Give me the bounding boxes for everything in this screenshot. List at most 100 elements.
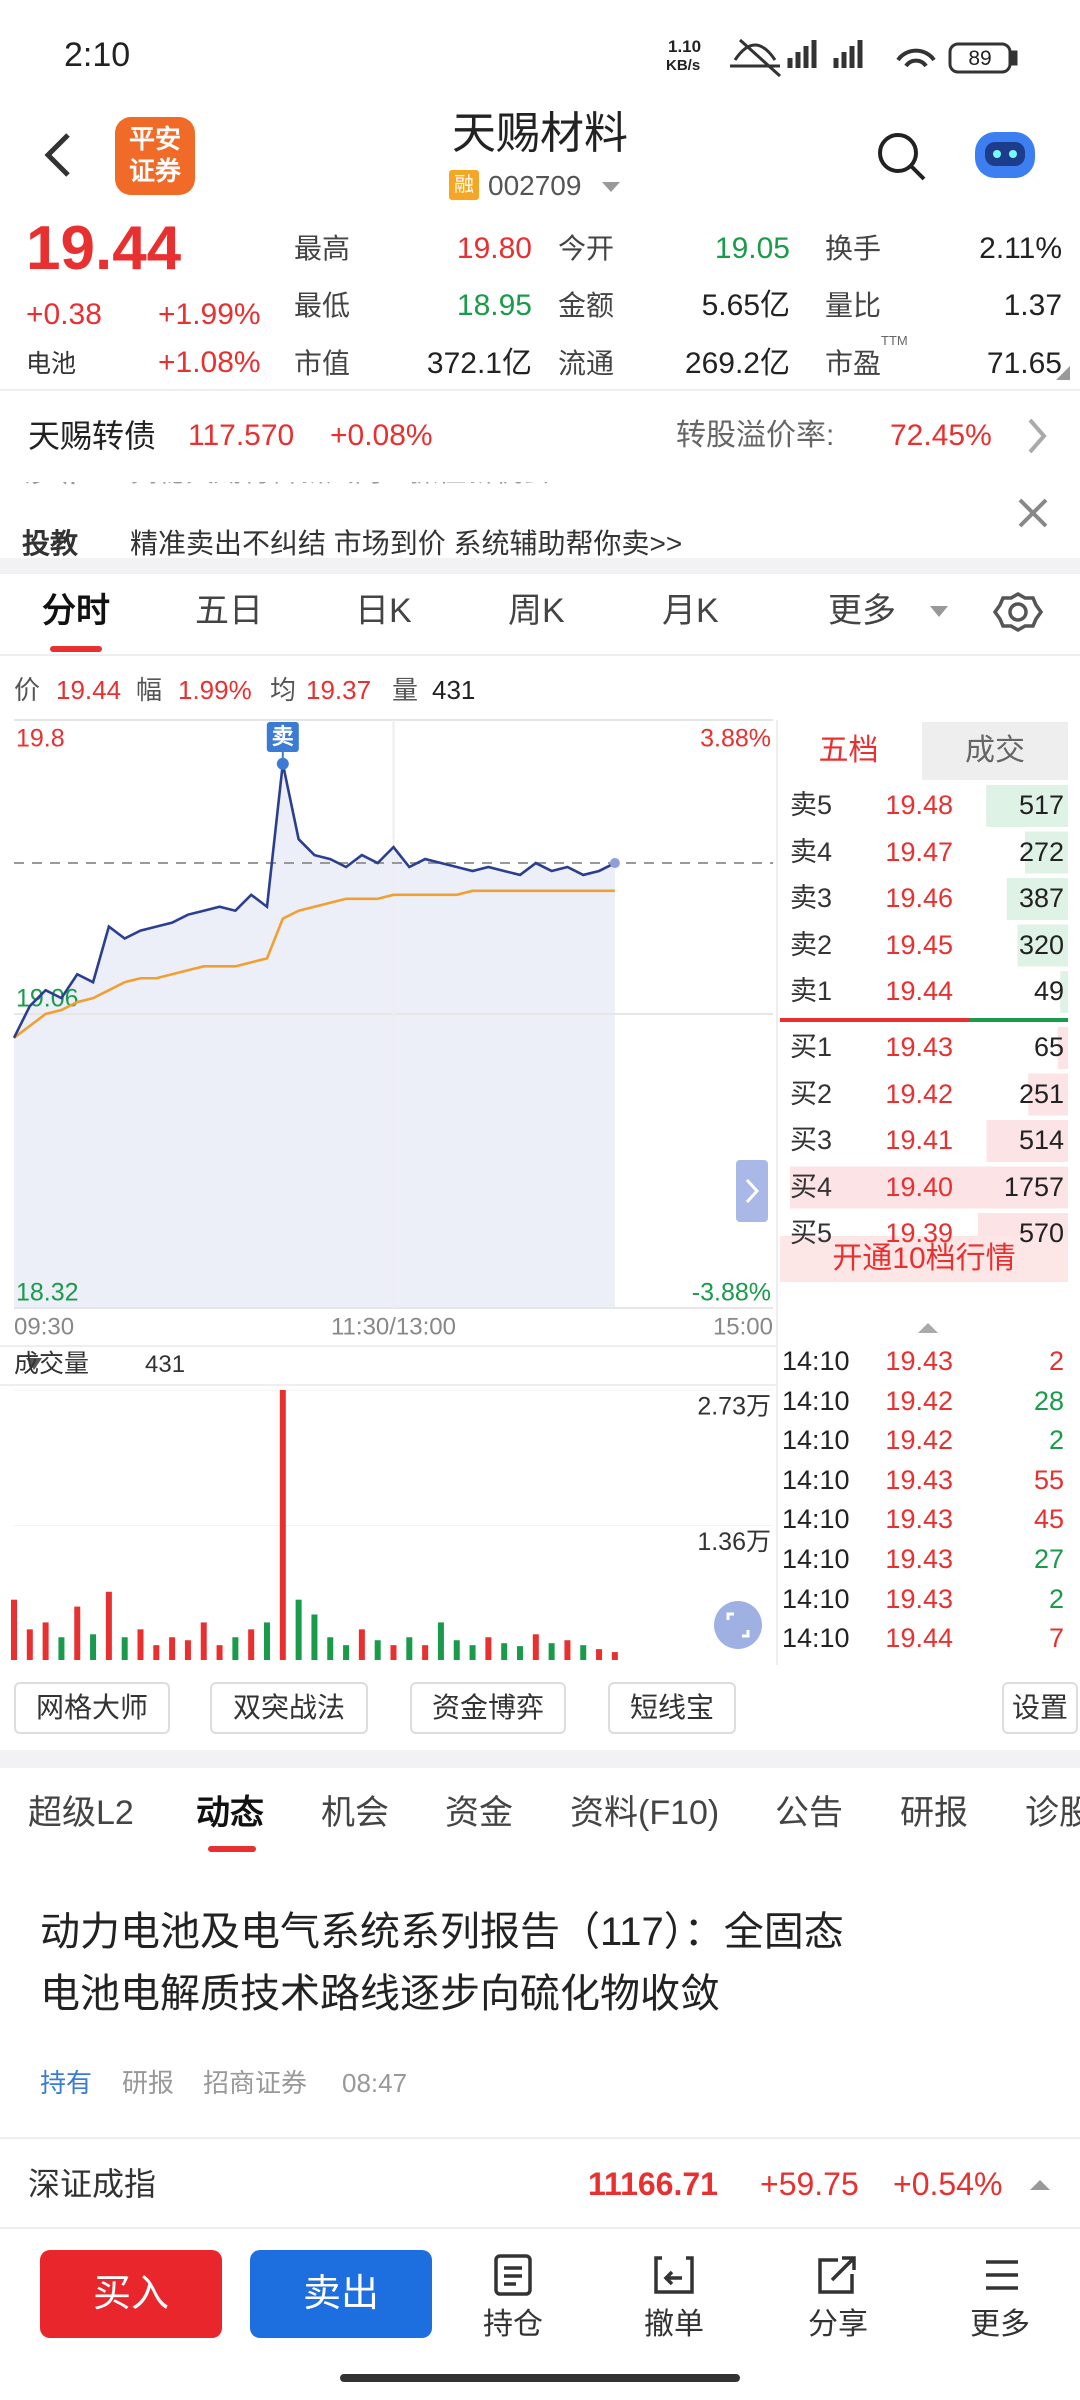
- fullscreen-button[interactable]: [714, 1601, 762, 1649]
- stat-value: 1.37: [1003, 289, 1062, 322]
- chart-tab[interactable]: 周K: [508, 592, 565, 630]
- trade-price: 19.42: [885, 1425, 953, 1456]
- content-tab[interactable]: 机会: [321, 1794, 389, 1832]
- settings-button[interactable]: 设置: [1002, 1682, 1078, 1734]
- home-indicator: [340, 2374, 740, 2382]
- tool-button[interactable]: 短线宝: [608, 1682, 736, 1734]
- news-source: 招商证券: [203, 2068, 308, 2098]
- order-price: 19.45: [885, 929, 953, 960]
- order-label: 买4: [790, 1171, 833, 1202]
- order-tab[interactable]: 成交: [965, 734, 1025, 767]
- volume-bar: [580, 1645, 587, 1660]
- bond-chevron[interactable]: [1028, 418, 1047, 454]
- chart-tab[interactable]: 分时: [42, 592, 110, 630]
- trade-volume: 27: [1033, 1544, 1064, 1574]
- content-tab[interactable]: 动态: [196, 1794, 264, 1832]
- signal-icon: [833, 40, 863, 68]
- price-line: [12, 763, 616, 1039]
- upgrade-text[interactable]: 开通10档行情: [832, 1242, 1016, 1275]
- tool-button[interactable]: 资金博弈: [410, 1682, 566, 1734]
- news-title[interactable]: 电池电解质技术路线逐步向硫化物收敛: [40, 1972, 720, 2016]
- depth-bar: [1028, 1073, 1068, 1116]
- x-tick-label: 09:30: [14, 1313, 74, 1340]
- news-ticker[interactable]: 诊断 揭秘天赐材料新风向：抓住新机会！ 投教 精准卖出不纠结 市场到价 系统辅助帮你卖…: [0, 482, 1000, 558]
- order-label: 买5: [790, 1218, 833, 1248]
- volume-bar: [121, 1637, 128, 1660]
- fullscreen-icon: [726, 1612, 750, 1638]
- info-label: 均: [270, 675, 297, 705]
- info-label: 价: [14, 675, 41, 705]
- news-title[interactable]: 动力电池及电气系统系列报告（117）：全固态: [40, 1910, 844, 1954]
- chart-tab[interactable]: 更多: [828, 592, 896, 630]
- cancel-icon[interactable]: [654, 2256, 694, 2294]
- chart-tab[interactable]: 五日: [195, 592, 263, 630]
- chart-settings[interactable]: [992, 591, 1044, 633]
- order-tab[interactable]: 五档: [818, 734, 879, 767]
- status-icons: [730, 38, 1018, 78]
- order-volume: 251: [1018, 1078, 1064, 1109]
- trade-price: 19.43: [885, 1346, 953, 1376]
- content-tab[interactable]: 研报: [900, 1794, 968, 1832]
- buy-label[interactable]: 买入: [92, 2273, 169, 2315]
- trade-time: 14:10: [782, 1544, 850, 1574]
- order-price: 19.41: [885, 1125, 953, 1155]
- trade-volume: 45: [1033, 1504, 1064, 1535]
- action-label[interactable]: 撤单: [644, 2308, 704, 2341]
- volume-bar: [137, 1629, 144, 1660]
- back-button[interactable]: [44, 133, 70, 177]
- logo-text: 平安: [128, 124, 181, 154]
- action-label[interactable]: 更多: [970, 2308, 1030, 2341]
- stat-value: 269.2亿: [684, 347, 790, 380]
- action-label[interactable]: 分享: [808, 2308, 868, 2341]
- share-icon[interactable]: [818, 2256, 856, 2294]
- content-tab[interactable]: 公告: [775, 1794, 843, 1832]
- volume-dropdown[interactable]: [26, 1358, 42, 1370]
- search-button[interactable]: [878, 133, 926, 181]
- assistant-robot[interactable]: [975, 132, 1035, 178]
- mute-icon: [730, 38, 782, 78]
- volume-bar: [532, 1634, 539, 1660]
- volume-bar: [248, 1629, 255, 1660]
- active-tab-indicator: [208, 1846, 256, 1852]
- trades-collapse[interactable]: [918, 1323, 938, 1333]
- broker-logo: [115, 117, 195, 195]
- chart-tab[interactable]: 日K: [355, 592, 412, 630]
- order-price: 19.39: [885, 1218, 953, 1248]
- holdings-icon[interactable]: [494, 2254, 532, 2296]
- order-price: 19.47: [885, 836, 953, 867]
- upgrade-button: [780, 1236, 1068, 1282]
- action-label[interactable]: 持仓: [483, 2308, 543, 2341]
- content-tab[interactable]: 超级L2: [28, 1794, 134, 1832]
- volume-bar: [232, 1637, 239, 1660]
- more-icon[interactable]: [986, 2260, 1018, 2290]
- index-expand[interactable]: [1030, 2180, 1050, 2190]
- tool-button[interactable]: 双突战法: [210, 1682, 368, 1734]
- order-volume: 570: [1018, 1218, 1064, 1248]
- tool-button[interactable]: 网格大师: [14, 1682, 170, 1734]
- volume-title[interactable]: 成交量: [14, 1350, 90, 1378]
- content-tab[interactable]: 诊股: [1025, 1794, 1080, 1832]
- info-label: 幅: [136, 675, 163, 705]
- index-name: 深证成指: [28, 2166, 157, 2202]
- depth-bar: [1060, 971, 1068, 1013]
- close-ticker[interactable]: [1018, 498, 1048, 528]
- volume-current: 431: [145, 1351, 186, 1378]
- buy-button[interactable]: [40, 2250, 222, 2338]
- trade-time: 14:10: [782, 1623, 850, 1654]
- stat-value: 5.65亿: [701, 289, 790, 322]
- trade-time: 14:10: [782, 1346, 850, 1376]
- chart-tab[interactable]: 月K: [662, 592, 719, 630]
- expand-panel[interactable]: [736, 1160, 768, 1222]
- action-icons: [494, 2254, 1018, 2296]
- code-dropdown[interactable]: [602, 182, 620, 192]
- more-dropdown[interactable]: [930, 606, 948, 617]
- content-tab[interactable]: 资金: [445, 1794, 513, 1832]
- index-change-pct: +0.54%: [893, 2166, 1003, 2202]
- volume-bar: [596, 1649, 603, 1660]
- content-tab[interactable]: 资料(F10): [570, 1794, 720, 1832]
- y-tick-label: 19.8: [16, 725, 65, 753]
- order-label: 卖4: [790, 836, 833, 867]
- sell-button[interactable]: [250, 2250, 432, 2338]
- order-label: 买1: [790, 1032, 833, 1062]
- sell-label[interactable]: 卖出: [302, 2273, 379, 2315]
